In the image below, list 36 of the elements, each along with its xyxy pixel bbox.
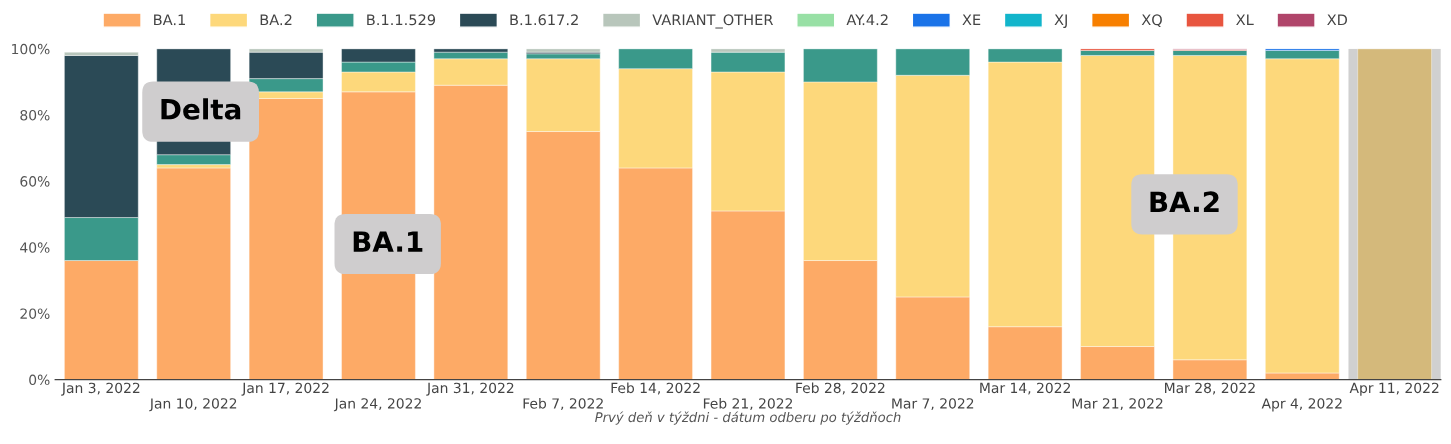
legend-label: XD [1327, 14, 1348, 26]
x-axis-title: Prvý deň v týždni - dátum odberu po týždňoch [595, 411, 901, 425]
x-tick-label: Jan 17, 2022 [241, 382, 329, 396]
x-tick-label: Mar 21, 2022 [1072, 398, 1163, 411]
x-tick-label: Jan 31, 2022 [426, 382, 514, 396]
legend-label: B.1.1.529 [367, 14, 436, 26]
x-tick-label: Feb 7, 2022 [523, 397, 603, 411]
annotation: BA.2 [1150, 191, 1219, 212]
x-tick-label: Feb 14, 2022 [611, 382, 700, 395]
y-tick-label: 60% [20, 176, 50, 187]
y-tick-label: 20% [20, 308, 50, 319]
x-tick-label: Mar 14, 2022 [980, 382, 1070, 395]
annotation: Delta [161, 98, 241, 120]
legend-label: BA.2 [260, 14, 292, 26]
x-tick-label: Apr 4, 2022 [1261, 398, 1342, 412]
x-tick-label: Apr 11, 2022 [1349, 382, 1439, 396]
legend-label: XL [1236, 14, 1254, 26]
y-tick-label: 0% [29, 374, 50, 386]
x-tick-label: Jan 3, 2022 [61, 382, 140, 396]
x-tick-label: Jan 10, 2022 [149, 398, 237, 412]
x-tick-label: Mar 28, 2022 [1165, 382, 1255, 395]
y-tick-label: 40% [20, 242, 50, 253]
y-tick-label: 100% [12, 43, 50, 55]
y-tick-label: 80% [20, 109, 50, 121]
legend-label: XQ [1141, 14, 1162, 27]
legend-label: B.1.617.2 [510, 14, 578, 26]
legend-label: XE [962, 14, 981, 26]
legend-label: XJ [1054, 14, 1067, 28]
legend-label: VARIANT_OTHER [652, 14, 774, 29]
x-tick-label: Mar 7, 2022 [892, 398, 974, 411]
x-tick-label: Feb 28, 2022 [796, 382, 885, 395]
x-tick-label: Feb 21, 2022 [703, 397, 793, 411]
x-tick-label: Jan 24, 2022 [333, 398, 421, 412]
legend-label: AY.4.2 [846, 14, 888, 26]
annotation: BA.1 [353, 231, 423, 252]
legend-label: BA.1 [154, 14, 185, 26]
